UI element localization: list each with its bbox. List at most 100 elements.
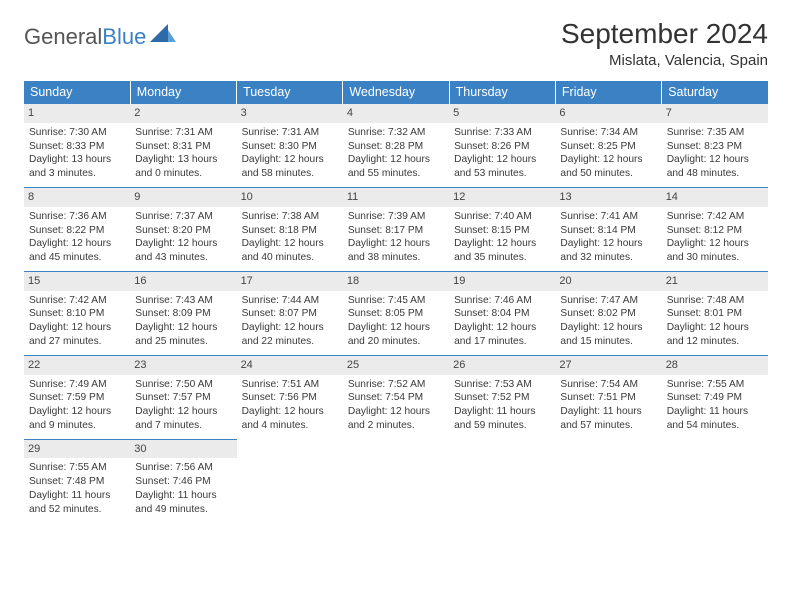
cell-line-sr: Sunrise: 7:39 AM [348, 210, 444, 224]
day-number: 25 [343, 356, 449, 375]
cell-line-ss: Sunset: 7:57 PM [135, 391, 231, 405]
cell-line-dl1: Daylight: 12 hours [242, 405, 338, 419]
calendar-cell: 15 Sunrise: 7:42 AMSunset: 8:10 PMDayligh… [24, 271, 130, 355]
calendar-cell: 24Sunrise: 7:51 AMSunset: 7:56 PMDayligh… [237, 355, 343, 439]
cell-line-dl1: Daylight: 12 hours [454, 237, 550, 251]
day-header: Friday [555, 81, 661, 104]
cell-line-dl2: and 25 minutes. [135, 335, 231, 349]
cell-line-dl2: and 43 minutes. [135, 251, 231, 265]
cell-line-ss: Sunset: 8:26 PM [454, 140, 550, 154]
cell-line-ss: Sunset: 8:22 PM [29, 224, 125, 238]
cell-line-ss: Sunset: 8:30 PM [242, 140, 338, 154]
cell-line-sr: Sunrise: 7:44 AM [242, 294, 338, 308]
logo-triangle-icon [150, 24, 176, 47]
day-number: 20 [555, 272, 661, 291]
cell-line-sr: Sunrise: 7:42 AM [667, 210, 763, 224]
cell-line-dl2: and 7 minutes. [135, 419, 231, 433]
cell-line-sr: Sunrise: 7:42 AM [29, 294, 125, 308]
calendar-cell: 25Sunrise: 7:52 AMSunset: 7:54 PMDayligh… [343, 355, 449, 439]
calendar-week-row: 29Sunrise: 7:55 AMSunset: 7:48 PMDayligh… [24, 439, 768, 522]
calendar-cell: 28Sunrise: 7:55 AMSunset: 7:49 PMDayligh… [662, 355, 768, 439]
cell-line-dl1: Daylight: 12 hours [667, 237, 763, 251]
cell-line-dl1: Daylight: 12 hours [242, 321, 338, 335]
calendar-cell: 30Sunrise: 7:56 AMSunset: 7:46 PMDayligh… [130, 439, 236, 522]
calendar-cell: 12Sunrise: 7:40 AMSunset: 8:15 PMDayligh… [449, 187, 555, 271]
cell-line-ss: Sunset: 8:18 PM [242, 224, 338, 238]
day-header: Sunday [24, 81, 130, 104]
header: GeneralBlue September 2024 Mislata, Vale… [24, 18, 768, 69]
month-title: September 2024 [561, 18, 768, 50]
cell-line-ss: Sunset: 8:17 PM [348, 224, 444, 238]
calendar-cell [237, 439, 343, 522]
calendar-cell [449, 439, 555, 522]
cell-line-dl1: Daylight: 12 hours [348, 153, 444, 167]
cell-line-sr: Sunrise: 7:53 AM [454, 378, 550, 392]
cell-line-dl2: and 22 minutes. [242, 335, 338, 349]
cell-line-ss: Sunset: 7:54 PM [348, 391, 444, 405]
logo-text-1: General [24, 24, 102, 49]
cell-line-sr: Sunrise: 7:34 AM [560, 126, 656, 140]
calendar-cell: 21Sunrise: 7:48 AMSunset: 8:01 PMDayligh… [662, 271, 768, 355]
calendar-cell: 22Sunrise: 7:49 AMSunset: 7:59 PMDayligh… [24, 355, 130, 439]
logo-text-2: Blue [102, 24, 146, 49]
cell-line-dl2: and 49 minutes. [135, 503, 231, 517]
day-number: 30 [130, 440, 236, 459]
cell-line-dl1: Daylight: 12 hours [135, 405, 231, 419]
cell-line-dl1: Daylight: 11 hours [135, 489, 231, 503]
day-number: 22 [24, 356, 130, 375]
day-number: 27 [555, 356, 661, 375]
cell-line-dl2: and 59 minutes. [454, 419, 550, 433]
cell-line-dl2: and 55 minutes. [348, 167, 444, 181]
day-number: 5 [449, 104, 555, 123]
calendar-cell: 9Sunrise: 7:37 AMSunset: 8:20 PMDaylight… [130, 187, 236, 271]
cell-line-dl1: Daylight: 11 hours [560, 405, 656, 419]
cell-line-ss: Sunset: 8:07 PM [242, 307, 338, 321]
day-header: Saturday [662, 81, 768, 104]
day-number: 18 [343, 272, 449, 291]
day-number: 24 [237, 356, 343, 375]
day-number: 23 [130, 356, 236, 375]
cell-line-ss: Sunset: 7:52 PM [454, 391, 550, 405]
cell-line-sr: Sunrise: 7:31 AM [242, 126, 338, 140]
cell-line-sr: Sunrise: 7:54 AM [560, 378, 656, 392]
calendar-cell: 13Sunrise: 7:41 AMSunset: 8:14 PMDayligh… [555, 187, 661, 271]
cell-line-ss: Sunset: 8:12 PM [667, 224, 763, 238]
calendar-table: SundayMondayTuesdayWednesdayThursdayFrid… [24, 81, 768, 523]
day-number: 28 [662, 356, 768, 375]
calendar-cell: 6Sunrise: 7:34 AMSunset: 8:25 PMDaylight… [555, 104, 661, 188]
calendar-cell [555, 439, 661, 522]
cell-line-ss: Sunset: 8:33 PM [29, 140, 125, 154]
cell-line-sr: Sunrise: 7:43 AM [135, 294, 231, 308]
cell-line-dl2: and 4 minutes. [242, 419, 338, 433]
cell-line-sr: Sunrise: 7:55 AM [667, 378, 763, 392]
day-number: 7 [662, 104, 768, 123]
day-number: 3 [237, 104, 343, 123]
day-header: Monday [130, 81, 236, 104]
calendar-cell: 7Sunrise: 7:35 AMSunset: 8:23 PMDaylight… [662, 104, 768, 188]
day-number: 6 [555, 104, 661, 123]
cell-line-sr: Sunrise: 7:35 AM [667, 126, 763, 140]
cell-line-sr: Sunrise: 7:47 AM [560, 294, 656, 308]
cell-line-dl1: Daylight: 12 hours [29, 237, 125, 251]
cell-line-ss: Sunset: 8:20 PM [135, 224, 231, 238]
cell-line-dl2: and 3 minutes. [29, 167, 125, 181]
logo-text: GeneralBlue [24, 24, 146, 50]
cell-line-dl1: Daylight: 12 hours [29, 321, 125, 335]
location: Mislata, Valencia, Spain [561, 52, 768, 69]
cell-line-sr: Sunrise: 7:50 AM [135, 378, 231, 392]
calendar-cell: 26Sunrise: 7:53 AMSunset: 7:52 PMDayligh… [449, 355, 555, 439]
day-number: 2 [130, 104, 236, 123]
day-number: 21 [662, 272, 768, 291]
cell-line-dl2: and 57 minutes. [560, 419, 656, 433]
cell-line-ss: Sunset: 8:09 PM [135, 307, 231, 321]
cell-line-ss: Sunset: 7:59 PM [29, 391, 125, 405]
cell-line-dl1: Daylight: 12 hours [348, 237, 444, 251]
cell-line-ss: Sunset: 8:01 PM [667, 307, 763, 321]
cell-line-sr: Sunrise: 7:30 AM [29, 126, 125, 140]
cell-line-dl2: and 38 minutes. [348, 251, 444, 265]
cell-line-ss: Sunset: 8:28 PM [348, 140, 444, 154]
cell-line-ss: Sunset: 8:10 PM [29, 307, 125, 321]
cell-line-dl2: and 48 minutes. [667, 167, 763, 181]
day-number: 15 [24, 272, 130, 291]
calendar-cell: 8Sunrise: 7:36 AMSunset: 8:22 PMDaylight… [24, 187, 130, 271]
